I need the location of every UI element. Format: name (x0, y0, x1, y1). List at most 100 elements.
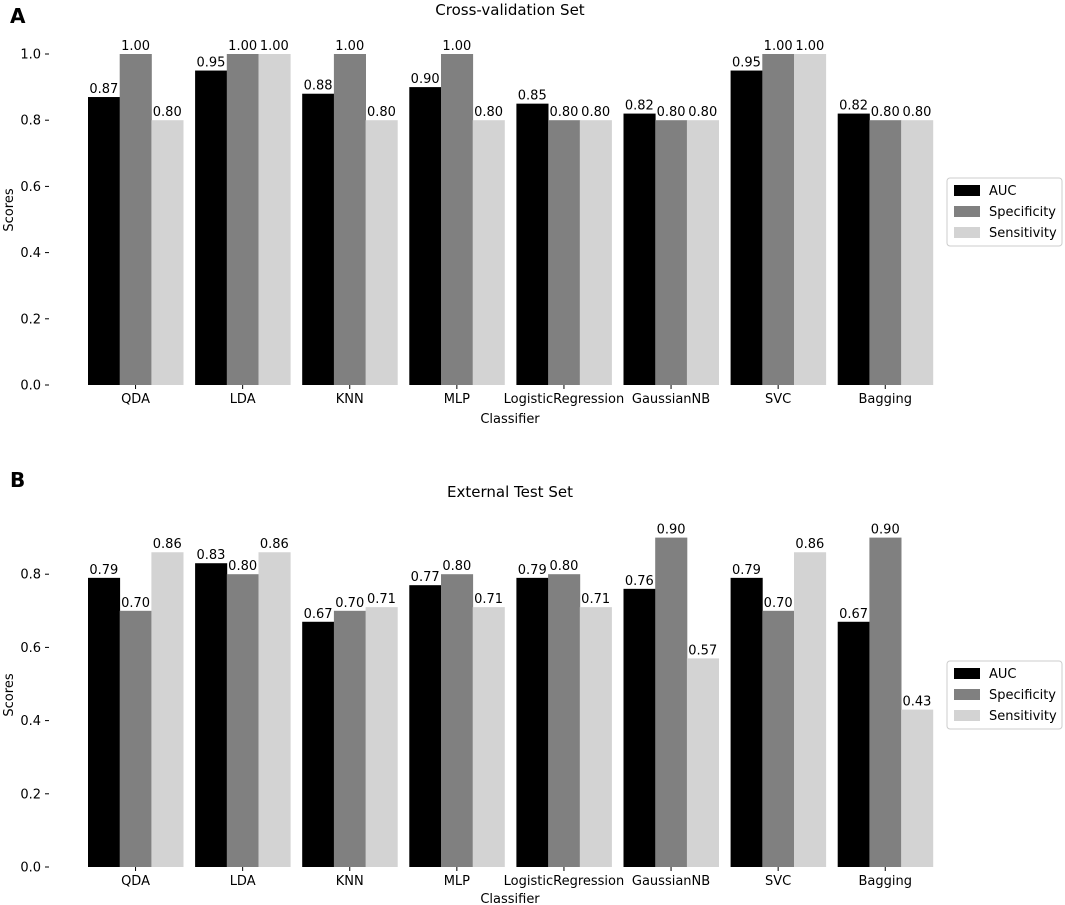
bar-specificity-qda (119, 54, 152, 385)
bar-auc-mlp (409, 585, 442, 867)
bar-value-label: 0.88 (304, 79, 333, 94)
x-ticks-b: QDA LDA KNN MLP LogisticRegression GaussianNB… (121, 867, 912, 889)
bar-value-label: 1.00 (764, 39, 793, 54)
bar-auc-svc (730, 577, 763, 867)
bar-sensitivity-knn (365, 120, 398, 385)
legend-swatch-auc (954, 668, 980, 679)
bar-value-label: 0.70 (335, 596, 364, 611)
bar-auc-qda (88, 577, 121, 867)
x-tick-label: MLP (444, 392, 470, 407)
x-tick-label: KNN (336, 392, 364, 407)
bar-value-label: 0.80 (902, 105, 931, 120)
x-axis-title-b: Classifier (480, 892, 540, 905)
y-tick-label: 0.0 (20, 379, 41, 394)
legend-swatch-specificity (954, 689, 980, 700)
bar-specificity-logisticregression (548, 574, 581, 867)
bar-sensitivity-bagging (901, 709, 934, 867)
bar-value-label: 0.86 (260, 537, 289, 552)
bar-value-label: 0.80 (581, 105, 610, 120)
bar-value-label: 0.70 (764, 596, 793, 611)
legend-label-sensitivity: Sensitivity (989, 709, 1057, 724)
bar-value-label: 0.76 (625, 574, 654, 589)
panel-b: B External Test Set Classifier Scores 0.… (2, 468, 1063, 905)
panel-letter-b: B (10, 468, 25, 492)
bar-specificity-bagging (869, 120, 902, 385)
y-tick-label: 0.4 (20, 714, 41, 729)
bar-specificity-logisticregression (548, 120, 581, 385)
bar-value-label: 0.95 (196, 56, 225, 71)
bar-value-label: 0.80 (442, 559, 471, 574)
legend-label-specificity: Specificity (989, 688, 1056, 703)
y-axis-title-a: Scores (2, 188, 17, 231)
bar-sensitivity-mlp (472, 607, 505, 867)
bar-value-label: 0.80 (474, 105, 503, 120)
bar-sensitivity-logisticregression (579, 607, 612, 867)
bar-sensitivity-svc (794, 552, 827, 867)
bar-sensitivity-gaussiannb (686, 658, 719, 867)
legend-swatch-auc (954, 185, 980, 196)
bar-value-label: 0.80 (688, 105, 717, 120)
bar-value-label: 0.90 (411, 72, 440, 87)
bars-b (88, 537, 934, 867)
x-ticks-a: QDA LDA KNN MLP LogisticRegression GaussianNB… (121, 385, 912, 407)
bar-auc-logisticregression (516, 103, 549, 386)
y-tick-label: 0.8 (20, 114, 41, 129)
bar-value-label: 0.80 (549, 559, 578, 574)
bar-auc-gaussiannb (623, 113, 656, 385)
y-axis-title-b: Scores (2, 673, 17, 716)
bar-auc-gaussiannb (623, 588, 656, 867)
bar-auc-knn (302, 621, 335, 867)
bar-specificity-gaussiannb (655, 120, 688, 385)
bar-value-label: 0.83 (196, 548, 225, 563)
bar-sensitivity-qda (151, 552, 184, 867)
bar-specificity-mlp (441, 574, 474, 867)
x-tick-label: LogisticRegression (504, 874, 625, 889)
bar-auc-lda (195, 563, 228, 867)
x-tick-label: Bagging (859, 392, 913, 407)
x-tick-label: GaussianNB (632, 874, 710, 889)
x-tick-label: SVC (765, 874, 791, 889)
x-tick-label: GaussianNB (632, 392, 710, 407)
bar-specificity-lda (226, 54, 259, 385)
chart-title-b: External Test Set (447, 483, 573, 501)
bar-value-label: 0.80 (153, 105, 182, 120)
bar-sensitivity-logisticregression (579, 120, 612, 385)
bar-value-label: 0.71 (581, 592, 610, 607)
bar-value-label: 0.82 (839, 99, 868, 114)
bars-a (88, 54, 934, 386)
y-tick-label: 0.0 (20, 861, 41, 876)
bar-specificity-svc (762, 54, 795, 385)
bar-value-label: 1.00 (795, 39, 824, 54)
bar-value-label: 0.86 (153, 537, 182, 552)
bar-value-label: 0.43 (902, 695, 931, 710)
bar-sensitivity-bagging (901, 120, 934, 385)
bar-specificity-svc (762, 610, 795, 867)
bar-auc-mlp (409, 87, 442, 385)
bar-value-label: 0.80 (657, 105, 686, 120)
legend-swatch-specificity (954, 206, 980, 217)
legend-label-auc: AUC (989, 667, 1017, 682)
bar-value-label: 1.00 (260, 39, 289, 54)
legend-label-auc: AUC (989, 184, 1017, 199)
bar-value-label: 0.87 (89, 82, 118, 97)
bar-value-label: 0.70 (121, 596, 150, 611)
bar-labels-a: 0.871.000.800.951.00 1.000.881.000.800.90… (89, 39, 931, 120)
x-tick-label: QDA (121, 874, 150, 889)
bar-value-label: 0.71 (474, 592, 503, 607)
bar-value-label: 0.67 (304, 607, 333, 622)
bar-specificity-gaussiannb (655, 537, 688, 867)
bar-auc-logisticregression (516, 577, 549, 867)
y-tick-label: 0.2 (20, 787, 41, 802)
x-tick-label: SVC (765, 392, 791, 407)
bar-specificity-knn (333, 54, 366, 385)
bar-sensitivity-lda (258, 54, 291, 385)
bar-value-label: 0.67 (839, 607, 868, 622)
bar-value-label: 0.71 (367, 592, 396, 607)
bar-auc-knn (302, 93, 335, 385)
y-tick-label: 0.2 (20, 312, 41, 327)
bar-sensitivity-lda (258, 552, 291, 867)
bar-auc-qda (88, 97, 121, 385)
y-tick-label: 0.6 (20, 641, 41, 656)
bar-specificity-qda (119, 610, 152, 867)
bar-value-label: 1.00 (335, 39, 364, 54)
